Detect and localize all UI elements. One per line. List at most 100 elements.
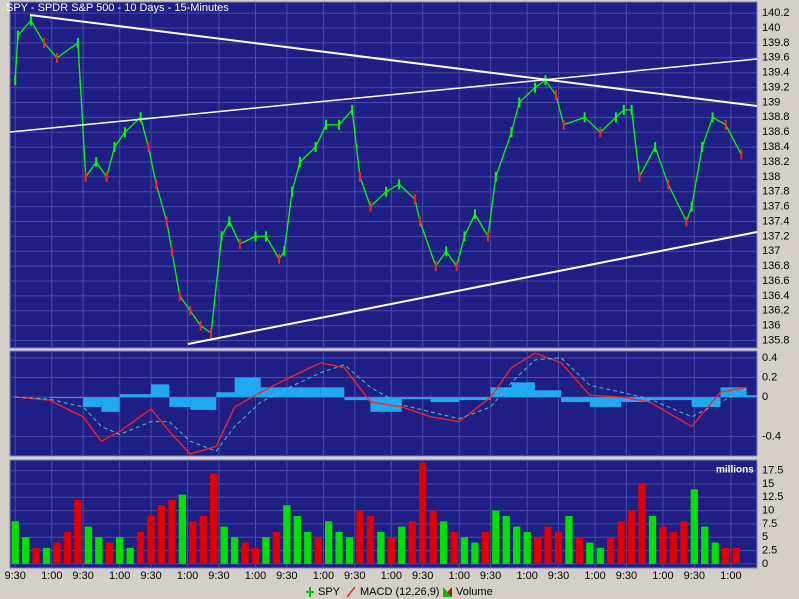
histogram-bar: [49, 397, 84, 399]
histogram-bar: [169, 397, 191, 407]
y-tick-label: 140.2: [762, 7, 790, 19]
price-bar: [278, 253, 281, 264]
volume-bar: [241, 542, 249, 564]
volume-bar: [168, 499, 176, 564]
volume-bar: [492, 510, 500, 564]
volume-bar: [680, 521, 688, 564]
x-tick-label: 1:00: [245, 570, 266, 582]
price-bar: [228, 216, 231, 227]
histogram-bar: [430, 397, 460, 403]
trend-lines: [9, 14, 758, 345]
volume-bar: [377, 531, 385, 564]
price-bar: [238, 238, 241, 249]
histogram-bar: [216, 392, 235, 398]
x-tick-label: 1:00: [381, 570, 402, 582]
y-tick-label: 137.6: [762, 201, 790, 213]
price-bar: [494, 171, 497, 182]
histogram-bar: [589, 397, 622, 407]
volume-bar: [53, 542, 61, 564]
y-tick-label: 7.5: [762, 518, 777, 530]
x-tick-label: 9:30: [208, 570, 229, 582]
y-tick-label: 0.4: [762, 352, 777, 364]
legend-label: MACD (12,26,9): [360, 586, 439, 598]
price-bar: [701, 142, 704, 153]
volume-bar: [439, 521, 448, 564]
price-bar: [614, 112, 617, 123]
volume-bar: [22, 537, 30, 564]
histogram-bar: [511, 382, 535, 398]
price-bar: [654, 142, 657, 153]
legend-icon: [443, 587, 452, 597]
x-tick-label: 9:30: [344, 570, 365, 582]
volume-bar: [701, 526, 709, 564]
legend-label: Volume: [456, 586, 493, 598]
y-tick-label: 135.8: [762, 334, 790, 346]
x-tick-label: 9:30: [5, 570, 26, 582]
volume-bar: [387, 537, 395, 564]
volume-bar: [74, 499, 82, 564]
y-tick-label: 139.6: [762, 52, 790, 64]
volume-bar: [356, 510, 364, 564]
volume-bar: [345, 537, 354, 564]
y-tick-label: 137.2: [762, 230, 790, 242]
x-tick-label: 1:00: [177, 570, 198, 582]
legend-label: SPY: [318, 586, 341, 598]
price-bar: [155, 179, 158, 190]
volume-bar: [220, 526, 228, 564]
y-tick-label: 136.6: [762, 275, 790, 287]
price-bar: [105, 171, 108, 182]
chart-title: SPY - SPDR S&P 500 - 10 Days - 15-Minute…: [6, 2, 229, 14]
volume-bar: [523, 531, 531, 564]
volume-bar: [659, 526, 667, 564]
volume-bar: [533, 537, 542, 564]
volume-bar: [324, 521, 333, 564]
histogram-bar: [534, 390, 562, 398]
x-tick-label: 9:30: [548, 570, 569, 582]
histogram-bar: [720, 387, 747, 398]
price-bar: [638, 171, 641, 182]
price-bar: [283, 246, 286, 257]
price-bar: [95, 156, 98, 167]
volume-bar: [272, 531, 281, 564]
volume-bar: [126, 547, 134, 564]
volume-bar: [210, 473, 218, 564]
volume-bar: [157, 505, 166, 564]
volume-bar: [481, 531, 490, 564]
volume-bar: [116, 537, 124, 564]
price-bar: [486, 231, 489, 242]
price-bar: [434, 261, 437, 272]
x-tick-label: 9:30: [276, 570, 297, 582]
trend-line: [9, 58, 758, 133]
y-tick-label: 138.2: [762, 156, 790, 168]
x-tick-label: 1:00: [109, 570, 130, 582]
price-bar: [84, 171, 87, 182]
histogram-bar: [234, 377, 261, 398]
trend-line: [187, 231, 758, 345]
y-tick-label: 15: [762, 478, 774, 490]
y-tick-label: 0: [762, 558, 768, 570]
x-tick-label: 1:00: [720, 570, 741, 582]
price-bar: [369, 201, 372, 212]
y-tick-label: 137.4: [762, 215, 790, 227]
y-tick-label: 136: [762, 320, 780, 332]
price-bar: [385, 186, 388, 197]
price-bar: [189, 305, 192, 316]
y-tick-label: 137: [762, 245, 780, 257]
volume-bar: [314, 537, 322, 564]
y-tick-label: 138: [762, 171, 780, 183]
volume-bar: [617, 521, 625, 564]
volume-bar: [293, 515, 301, 564]
histogram-bar: [649, 397, 692, 401]
y-tick-label: 138.8: [762, 111, 790, 123]
price-bar: [325, 119, 328, 130]
volume-bar: [711, 542, 719, 564]
price-bar: [56, 52, 59, 63]
y-tick-label: 137.8: [762, 186, 790, 198]
volume-bar: [251, 547, 260, 564]
y-tick-label: 10: [762, 505, 774, 517]
volume-bar: [554, 531, 563, 564]
volume-bar: [513, 526, 521, 564]
price-bar: [690, 201, 693, 212]
y-tick-label: 139.8: [762, 37, 790, 49]
price-bar: [554, 90, 557, 101]
